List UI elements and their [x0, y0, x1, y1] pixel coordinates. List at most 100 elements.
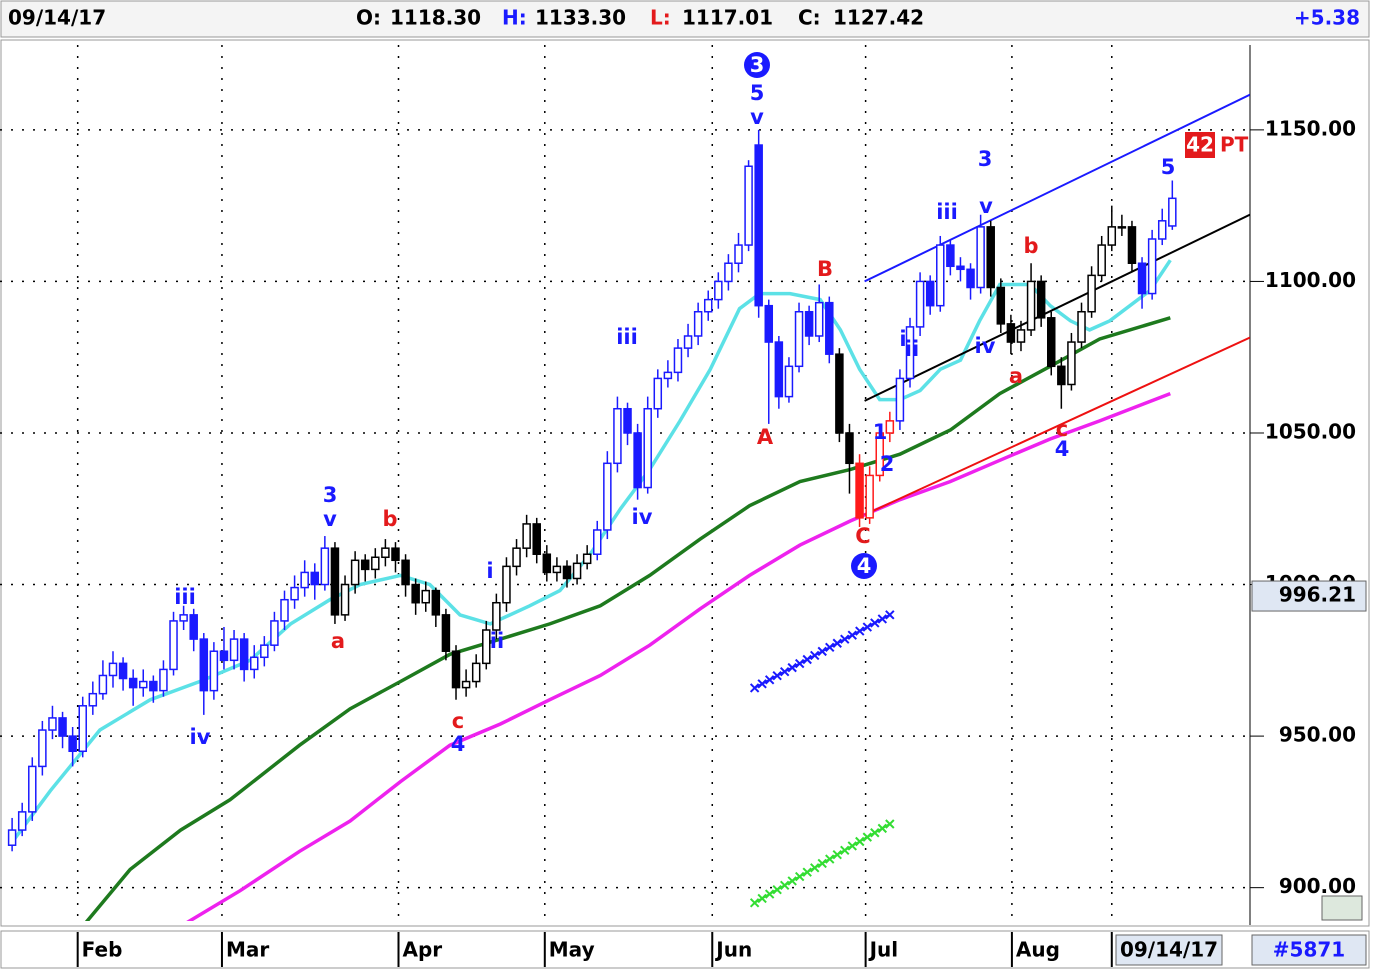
candle-body	[613, 407, 622, 465]
candle-body	[461, 680, 471, 689]
candle-body	[835, 353, 844, 434]
candle-body	[1047, 317, 1056, 368]
target-box	[1185, 132, 1215, 158]
open-value: 1118.30	[390, 6, 481, 30]
candle-body	[280, 598, 289, 622]
wave-label: iv	[190, 725, 211, 749]
candle-body	[663, 371, 673, 380]
candle-body	[411, 583, 420, 604]
candle-body	[532, 523, 541, 555]
candle-body	[865, 474, 874, 519]
candle-body	[229, 638, 239, 662]
candle-body	[38, 729, 47, 768]
candle-body	[1006, 323, 1016, 343]
candle-body	[300, 571, 309, 589]
candle-body	[885, 420, 895, 434]
candle-body	[734, 244, 743, 264]
candle-body	[482, 629, 491, 665]
candle-body	[492, 601, 501, 631]
candle-body	[814, 301, 824, 337]
candle-body	[744, 165, 753, 246]
candle-body	[320, 547, 330, 586]
candle-body	[169, 620, 178, 671]
wave-label: 1	[873, 420, 888, 444]
candle-body	[966, 268, 975, 289]
candle-body	[1057, 365, 1066, 386]
footer-date: 09/14/17	[1120, 938, 1218, 962]
candle-body	[139, 680, 148, 689]
candle-body	[1067, 341, 1076, 386]
candle-body	[1157, 220, 1167, 240]
candle-body	[1097, 244, 1106, 277]
candle-body	[875, 432, 884, 477]
wave-label: ii	[905, 337, 919, 361]
wave-label: v	[323, 507, 337, 531]
wave-label: i	[899, 327, 906, 351]
low-label: L:	[650, 6, 671, 30]
wave-label: b	[382, 507, 397, 531]
candle-body	[391, 547, 400, 562]
candle-body	[7, 829, 17, 846]
wave-label: c	[452, 709, 464, 733]
y-tick-label: 1050.00	[1265, 419, 1356, 443]
candle-body	[683, 335, 693, 349]
wave-label: iv	[975, 334, 996, 358]
overlay: iiiiv3vabc4iiiiiiiv35vABC412iiiiii3vivab…	[174, 52, 1367, 756]
candle-body	[542, 553, 552, 574]
wave-label: 5	[750, 81, 765, 105]
x-tick-label: Jul	[868, 938, 899, 962]
candle-body	[1026, 280, 1036, 331]
candle-body	[78, 705, 87, 753]
candle-body	[915, 280, 925, 328]
wave-label: 3	[323, 483, 338, 507]
candle-body	[572, 562, 582, 580]
moving-average	[186, 391, 1171, 921]
trendline	[864, 213, 1250, 402]
close-value: 1127.42	[833, 6, 924, 30]
plot-area	[0, 45, 1250, 921]
candle-body	[582, 553, 592, 565]
candle-body	[936, 244, 945, 307]
candle-body	[310, 571, 320, 586]
candle-body	[895, 377, 905, 422]
wave-label: A	[757, 425, 774, 449]
candle-body	[360, 559, 370, 571]
header-date: 09/14/17	[8, 6, 106, 30]
candle-body	[1077, 310, 1086, 343]
wave-label: 4	[451, 732, 466, 756]
candle-body	[290, 586, 299, 601]
candle-body	[804, 310, 814, 337]
candle-body	[1117, 226, 1127, 229]
candle-body	[159, 668, 168, 692]
plot-frame	[0, 39, 1370, 927]
wave-label: b	[1023, 234, 1038, 258]
candle-body	[371, 556, 380, 571]
candle-body	[905, 326, 915, 380]
candle-body	[421, 589, 430, 604]
candle-body	[845, 432, 854, 465]
candle-body	[714, 280, 723, 301]
candle-body	[249, 656, 259, 671]
moving-average	[10, 259, 1172, 844]
close-label: C:	[798, 6, 821, 30]
candle-body	[1127, 226, 1137, 264]
x-tick-label: Jun	[714, 938, 752, 962]
candle-body	[784, 365, 794, 398]
wave-circle	[744, 52, 770, 78]
x-tick-label: Mar	[226, 938, 269, 962]
candle-body	[623, 407, 632, 434]
candle-body	[855, 462, 864, 519]
change-value: +5.38	[1294, 6, 1360, 30]
candle-body	[1168, 197, 1177, 227]
candle-body	[754, 144, 763, 307]
y-tick-label: 1100.00	[1265, 268, 1356, 292]
footer-id-box	[1251, 934, 1367, 966]
candle-body	[774, 341, 784, 398]
candle-body	[189, 614, 198, 640]
candle-body	[643, 407, 652, 489]
high-label: H:	[502, 6, 527, 30]
wave-label: iii	[936, 200, 958, 224]
wave-label: i	[486, 559, 493, 583]
x-tick-label: Aug	[1016, 938, 1060, 962]
wave-label: 4	[857, 554, 872, 578]
